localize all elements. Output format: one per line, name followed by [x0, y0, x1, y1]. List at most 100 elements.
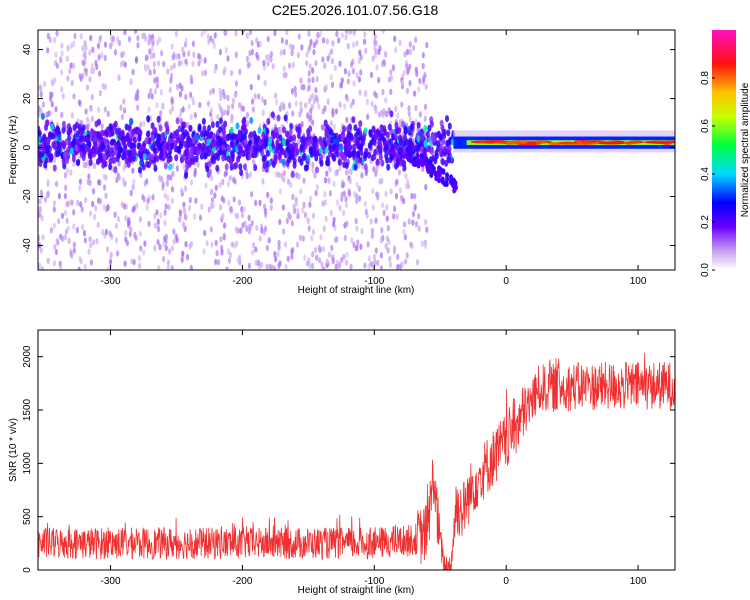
spectrogram-cell: [52, 206, 56, 213]
spectrogram-cell: [203, 152, 208, 160]
spectrogram-cell: [360, 227, 364, 235]
spectrogram-cell: [402, 69, 406, 76]
spectrogram-cell: [75, 138, 80, 146]
spectrogram-cell: [62, 141, 67, 149]
spectrogram-cell: [98, 133, 103, 141]
spectrogram-cell: [342, 125, 347, 133]
spectrogram-cell: [220, 143, 225, 151]
spectrogram-cell: [191, 60, 195, 67]
spectrogram-cell: [363, 163, 368, 171]
spectrogram-cell: [311, 67, 315, 74]
spectrogram-cell: [212, 202, 216, 209]
spectrogram-cell: [398, 187, 402, 194]
snr-content: [38, 352, 675, 570]
spectrogram-cell: [166, 174, 170, 181]
spectrogram-cell: [147, 220, 151, 227]
spectrogram-cell: [369, 218, 373, 225]
spectrogram-cell: [170, 245, 175, 252]
spectrogram-cell: [333, 236, 338, 244]
spectrogram-cell: [303, 254, 307, 261]
spectrogram-cell: [209, 107, 213, 114]
spectrogram-cell: [294, 91, 298, 98]
spectrogram-cell: [257, 127, 262, 134]
spectrogram-cell: [143, 147, 148, 155]
spectrogram-cell: [423, 140, 428, 148]
spectrogram-cell: [203, 30, 207, 35]
spectrogram-cell: [380, 202, 385, 209]
spectrogram-cell: [375, 64, 379, 71]
spectrogram-cell: [115, 176, 119, 184]
spectrogram-cell: [424, 83, 428, 90]
spectrogram-cell: [108, 123, 113, 131]
spectrogram-cell: [262, 229, 266, 236]
spectrogram-cell: [104, 228, 109, 235]
spectrogram-cell: [156, 218, 160, 225]
spectrogram-cell: [338, 60, 342, 67]
spectrogram-cell: [398, 138, 403, 146]
spectrogram-cell: [389, 69, 393, 76]
spectrogram-cell: [328, 190, 332, 197]
spectrogram-cell: [40, 112, 45, 120]
spectrogram-cell: [40, 266, 44, 270]
spectrogram-cell: [352, 136, 357, 144]
spectrogram-cell: [213, 32, 217, 39]
spectrogram-cell: [218, 148, 223, 156]
spectrogram-cell: [370, 232, 374, 240]
spectrogram-cell: [168, 163, 173, 171]
spectrogram-cell: [351, 116, 356, 124]
spectrogram-cell: [405, 252, 409, 259]
spectrogram-cell: [184, 241, 188, 248]
spectrogram-cell: [382, 108, 386, 115]
spectrogram-cell: [116, 139, 121, 147]
spectrogram-cell: [365, 98, 369, 106]
spectrogram-cell: [89, 259, 93, 266]
spectrogram-cell: [127, 35, 132, 43]
spectrogram-cell: [374, 48, 378, 55]
spectrogram-cell: [168, 108, 173, 116]
spectrogram-cell: [319, 234, 323, 241]
spectrogram-cell: [185, 131, 190, 139]
spectrogram-cell: [108, 163, 113, 171]
spectrogram-cell: [147, 92, 151, 100]
spectrogram-cell: [72, 223, 76, 230]
spectrogram-ytick-label: 20: [22, 93, 33, 105]
spectrogram-cell: [229, 205, 233, 212]
spectrogram-cell: [166, 264, 170, 270]
spectrogram-cell: [164, 121, 169, 129]
spectrogram-cell: [205, 165, 210, 173]
spectrogram-cell: [234, 30, 238, 37]
spectrogram-cell: [232, 144, 237, 152]
spectrogram-cell: [184, 172, 188, 179]
spectrogram-cell: [378, 153, 383, 161]
spectrogram-cell: [440, 176, 445, 183]
spectrogram-cell: [200, 70, 205, 77]
spectrogram-cell: [214, 184, 218, 191]
spectrogram-cell: [387, 76, 391, 83]
spectrogram-cell: [90, 115, 94, 123]
spectrogram-cell: [193, 112, 197, 119]
spectrogram-cell: [83, 237, 87, 244]
spectrogram-cell: [199, 130, 204, 138]
spectrogram-cell: [309, 137, 313, 145]
spectrogram-cell: [304, 102, 308, 109]
spectrogram-cell: [97, 118, 101, 126]
spectrogram-cell: [66, 45, 70, 52]
spectrogram-cell: [156, 115, 161, 123]
spectrogram-cell: [297, 33, 301, 40]
snr-frame: [37, 329, 676, 571]
spectrogram-cell: [277, 171, 281, 178]
spectrogram-cell: [347, 70, 351, 78]
spectrogram-cell: [38, 160, 43, 168]
snr-xtick-label: 0: [503, 576, 509, 587]
spectrogram-cell: [315, 38, 319, 46]
spectrogram-cell: [435, 170, 440, 177]
spectrogram-cell: [247, 153, 252, 161]
spectrogram-cell: [245, 225, 249, 232]
spectrogram-xlabel: Height of straight line (km): [298, 285, 415, 296]
spectrogram-cell: [60, 86, 64, 93]
spectrogram-cell: [436, 140, 441, 148]
spectrogram-cell: [280, 172, 284, 179]
spectrogram-cell: [260, 149, 265, 157]
